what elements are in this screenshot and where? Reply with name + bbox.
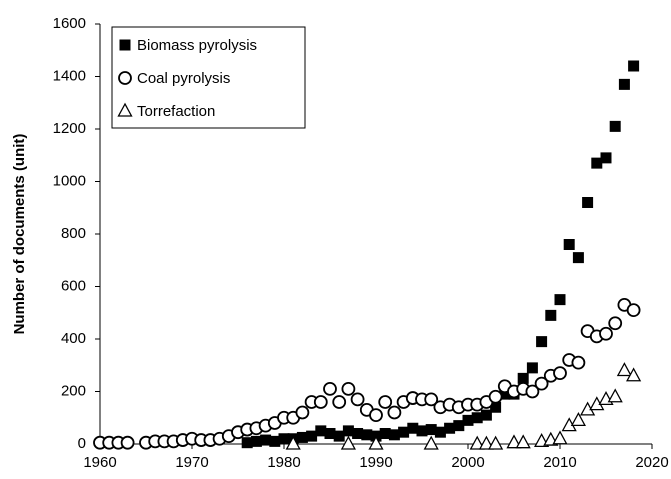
square-marker <box>582 197 594 208</box>
x-tick-label: 1980 <box>267 454 300 471</box>
y-tick-label: 1600 <box>53 15 86 32</box>
circle-marker <box>387 405 402 420</box>
legend-box <box>111 26 306 129</box>
triangle-marker <box>626 367 642 382</box>
legend-label: Biomass pyrolysis <box>137 37 257 54</box>
triangle-marker <box>285 435 301 450</box>
triangle-marker <box>552 430 568 445</box>
square-marker <box>526 362 538 374</box>
circle-marker <box>120 435 135 450</box>
circle-marker <box>323 381 337 396</box>
square-marker <box>260 434 272 446</box>
circle-marker <box>295 405 310 420</box>
circle-marker <box>313 395 328 409</box>
square-marker <box>306 430 318 442</box>
circle-marker <box>341 381 356 396</box>
circle-marker <box>599 326 613 341</box>
legend-label: Coal pyrolysis <box>137 70 230 87</box>
x-tick-label: 2000 <box>451 454 484 471</box>
square-marker <box>517 372 529 384</box>
triangle-marker <box>368 435 384 450</box>
x-tick-label: 1990 <box>359 454 392 471</box>
square-marker <box>480 409 492 421</box>
y-tick-label: 1000 <box>53 172 86 189</box>
triangle-marker <box>616 362 632 377</box>
square-marker <box>119 39 131 51</box>
circle-marker <box>378 395 393 409</box>
square-marker <box>545 309 557 321</box>
square-marker <box>315 425 327 437</box>
square-marker <box>490 401 502 413</box>
x-tick-label: 1970 <box>175 454 208 471</box>
y-tick-label: 600 <box>61 277 86 294</box>
circle-marker <box>608 316 623 331</box>
square-marker <box>398 426 410 438</box>
circle-marker <box>534 376 549 391</box>
square-marker <box>278 433 290 445</box>
square-marker <box>453 420 465 432</box>
triangle-marker <box>340 435 356 450</box>
circle-marker <box>553 366 567 381</box>
y-tick-label: 200 <box>61 382 86 399</box>
triangle-marker <box>515 434 531 449</box>
square-marker <box>379 428 391 439</box>
square-marker <box>324 428 336 439</box>
circle-marker <box>571 355 586 370</box>
square-marker <box>269 435 281 447</box>
triangle-marker <box>570 412 586 427</box>
triangle-marker <box>506 434 522 449</box>
circle-marker <box>118 71 132 85</box>
square-marker <box>388 429 400 441</box>
square-marker <box>609 120 621 132</box>
circle-marker <box>350 392 365 407</box>
square-marker <box>554 294 566 306</box>
square-marker <box>250 435 262 447</box>
square-marker <box>591 157 603 169</box>
circle-marker <box>332 395 347 409</box>
legend-label: Torrefaction <box>137 103 215 120</box>
circle-marker <box>488 389 503 404</box>
y-axis-label: Number of documents (unit) <box>11 134 28 335</box>
square-marker <box>361 429 373 441</box>
x-tick-label: 2020 <box>635 454 668 471</box>
circle-marker <box>369 408 383 423</box>
square-marker <box>425 424 437 436</box>
x-tick-label: 2010 <box>543 454 576 471</box>
y-tick-label: 800 <box>61 225 86 242</box>
square-marker <box>600 152 612 164</box>
triangle-marker <box>423 435 439 450</box>
square-marker <box>342 425 354 437</box>
square-marker <box>618 78 630 90</box>
square-marker <box>471 412 483 424</box>
square-marker <box>296 431 308 443</box>
y-tick-label: 1200 <box>53 120 86 137</box>
circle-marker <box>525 384 540 399</box>
x-tick-label: 1960 <box>83 454 116 471</box>
square-marker <box>416 425 428 437</box>
triangle-marker <box>478 435 494 450</box>
square-marker <box>499 388 511 400</box>
square-marker <box>628 60 640 72</box>
y-tick-label: 400 <box>61 330 86 347</box>
y-tick-label: 1400 <box>53 67 86 84</box>
square-marker <box>444 422 456 434</box>
square-marker <box>536 336 548 348</box>
square-marker <box>434 426 446 438</box>
square-marker <box>241 437 253 449</box>
y-tick-label: 0 <box>78 435 86 452</box>
square-marker <box>572 252 584 264</box>
square-marker <box>333 430 345 442</box>
triangle-marker <box>488 435 504 450</box>
triangle-marker <box>117 102 133 117</box>
square-marker <box>563 239 575 250</box>
square-marker <box>462 414 474 426</box>
triangle-marker <box>607 388 623 403</box>
circle-marker <box>626 303 641 318</box>
circle-marker <box>424 392 439 407</box>
triangle-marker <box>469 435 485 450</box>
square-marker <box>352 428 364 439</box>
square-marker <box>407 422 419 434</box>
